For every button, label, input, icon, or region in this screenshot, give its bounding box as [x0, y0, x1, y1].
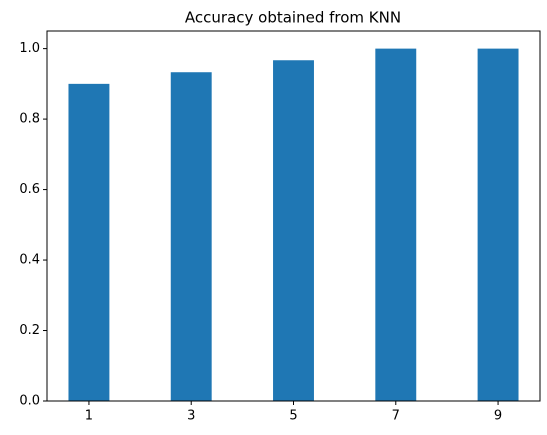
y-tick-label: 0.4	[19, 253, 40, 268]
y-tick-label: 0.2	[19, 323, 40, 338]
bar	[273, 60, 314, 401]
x-tick-label: 7	[392, 409, 400, 424]
y-tick-label: 1.0	[19, 41, 40, 56]
bar	[477, 48, 519, 401]
bar	[68, 83, 110, 401]
x-tick-label: 3	[187, 409, 195, 424]
x-tick-label: 1	[85, 409, 93, 424]
bar	[375, 48, 417, 401]
x-tick-label: 5	[289, 409, 297, 424]
y-tick-label: 0.8	[19, 112, 40, 127]
bar	[170, 72, 212, 401]
chart-title: Accuracy obtained from KNN	[185, 9, 401, 27]
axes-frame	[46, 30, 541, 402]
y-tick-label: 0.0	[19, 394, 40, 409]
y-tick-label: 0.6	[19, 182, 40, 197]
x-tick-label: 9	[494, 409, 502, 424]
